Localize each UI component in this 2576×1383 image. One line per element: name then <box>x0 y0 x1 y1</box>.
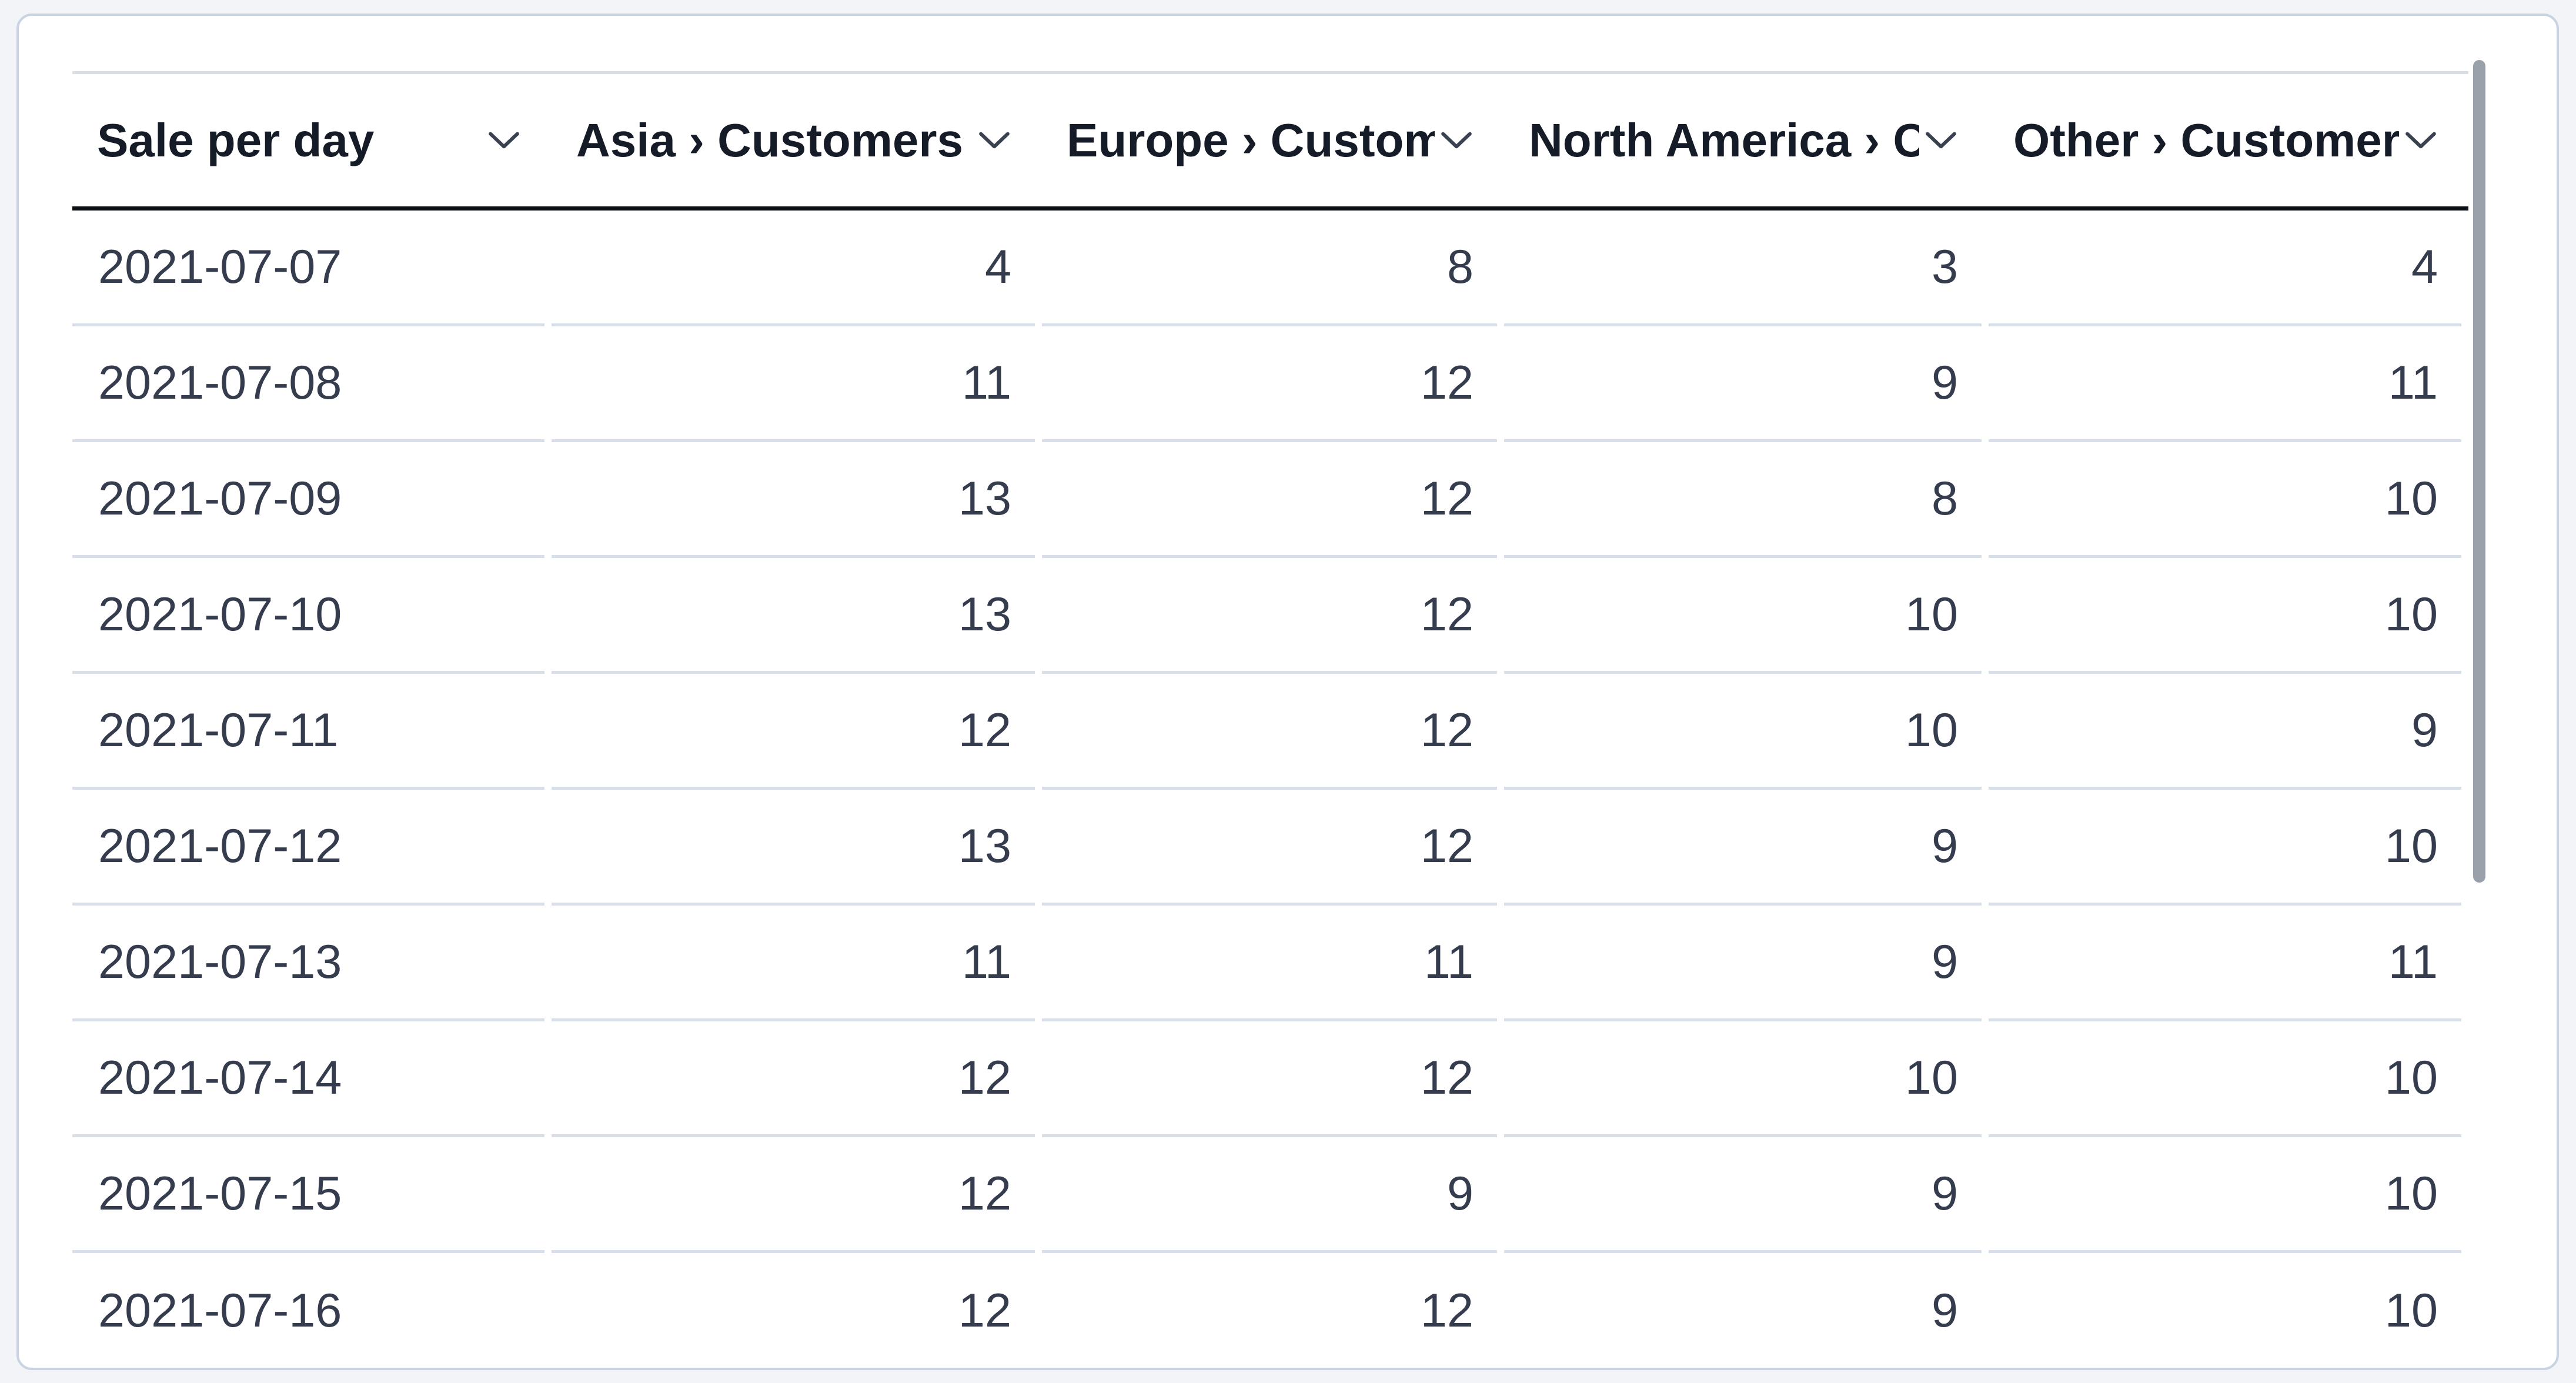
column-header-label: Europe › Customers <box>1067 113 1435 166</box>
table-row: 2021-07-07 4 8 3 4 <box>72 211 2468 326</box>
table-row: 2021-07-13 11 11 9 11 <box>72 906 2468 1021</box>
cell-date: 2021-07-12 <box>72 790 544 906</box>
cell-date: 2021-07-10 <box>72 558 544 674</box>
cell-other-value: 10 <box>1989 790 2461 906</box>
cell-asia-value: 12 <box>958 1284 1011 1337</box>
table-row: 2021-07-14 12 12 10 10 <box>72 1021 2468 1137</box>
table-body: 2021-07-07 4 8 3 4 2021-07-08 11 12 9 11… <box>72 211 2468 1368</box>
cell-north-america-value: 10 <box>1504 674 1982 790</box>
column-header-asia-customers[interactable]: Asia › Customers <box>552 74 1035 206</box>
data-table: Sale per day Asia › Customers Europe › C… <box>72 71 2468 1368</box>
cell-other-value: 4 <box>1989 211 2461 326</box>
chevron-down-icon[interactable] <box>487 131 521 150</box>
cell-asia-value: 11 <box>552 906 1035 1021</box>
cell-date: 2021-07-16 <box>98 1284 342 1337</box>
cell-europe-value: 8 <box>1042 211 1497 326</box>
cell-europe-value: 12 <box>1042 326 1497 442</box>
cell-other-value: 10 <box>2384 1284 2438 1337</box>
cell-date: 2021-07-07 <box>72 211 544 326</box>
cell-asia-value: 12 <box>552 1137 1035 1253</box>
table-row: 2021-07-16 12 12 9 10 <box>72 1253 2468 1368</box>
cell-other-value: 11 <box>1989 906 2461 1021</box>
cell-asia-value: 13 <box>552 790 1035 906</box>
column-header-europe-customers[interactable]: Europe › Customers <box>1042 74 1497 206</box>
table-row: 2021-07-15 12 9 9 10 <box>72 1137 2468 1253</box>
cell-date: 2021-07-15 <box>72 1137 544 1253</box>
cell-europe-value: 11 <box>1042 906 1497 1021</box>
column-header-other-customers[interactable]: Other › Customers <box>1989 74 2461 206</box>
cell-date: 2021-07-13 <box>72 906 544 1021</box>
vertical-scrollbar-thumb[interactable] <box>2473 60 2485 883</box>
column-header-label: Other › Customers <box>2013 113 2399 166</box>
cell-other-value: 10 <box>1989 442 2461 558</box>
table-row: 2021-07-11 12 12 10 9 <box>72 674 2468 790</box>
table-card: Sale per day Asia › Customers Europe › C… <box>16 14 2559 1370</box>
chevron-down-icon[interactable] <box>977 131 1011 150</box>
cell-europe-value: 12 <box>1042 674 1497 790</box>
column-header-label: Asia › Customers <box>576 113 963 166</box>
cell-asia-value: 11 <box>552 326 1035 442</box>
cell-other-value: 10 <box>1989 558 2461 674</box>
table-row: 2021-07-09 13 12 8 10 <box>72 442 2468 558</box>
cell-date: 2021-07-11 <box>72 674 544 790</box>
column-header-sale-per-day[interactable]: Sale per day <box>72 74 544 206</box>
cell-north-america-value: 8 <box>1504 442 1982 558</box>
cell-north-america-value: 3 <box>1504 211 1982 326</box>
cell-north-america-value: 9 <box>1504 1137 1982 1253</box>
cell-other-value: 10 <box>1989 1021 2461 1137</box>
chevron-down-icon[interactable] <box>2404 131 2438 150</box>
cell-asia-value: 12 <box>552 1021 1035 1137</box>
cell-other-value: 10 <box>1989 1137 2461 1253</box>
cell-europe-value: 9 <box>1042 1137 1497 1253</box>
cell-europe-value: 12 <box>1042 558 1497 674</box>
cell-europe-value: 12 <box>1042 442 1497 558</box>
cell-north-america-value: 9 <box>1504 790 1982 906</box>
cell-europe-value: 12 <box>1420 1284 1474 1337</box>
chevron-down-icon[interactable] <box>1439 131 1474 150</box>
cell-europe-value: 12 <box>1042 1021 1497 1137</box>
cell-north-america-value: 10 <box>1504 1021 1982 1137</box>
cell-date: 2021-07-09 <box>72 442 544 558</box>
cell-europe-value: 12 <box>1042 790 1497 906</box>
cell-north-america-value: 10 <box>1504 558 1982 674</box>
cell-other-value: 11 <box>1989 326 2461 442</box>
chevron-down-icon[interactable] <box>1924 131 1958 150</box>
table-header-row: Sale per day Asia › Customers Europe › C… <box>72 71 2468 211</box>
column-header-north-america-customers[interactable]: North America › Customers <box>1504 74 1982 206</box>
column-header-label: Sale per day <box>97 113 375 166</box>
cell-north-america-value: 9 <box>1931 1284 1958 1337</box>
cell-date: 2021-07-08 <box>72 326 544 442</box>
cell-north-america-value: 9 <box>1504 906 1982 1021</box>
cell-asia-value: 13 <box>552 442 1035 558</box>
cell-asia-value: 12 <box>552 674 1035 790</box>
cell-asia-value: 13 <box>552 558 1035 674</box>
cell-date: 2021-07-14 <box>72 1021 544 1137</box>
cell-asia-value: 4 <box>552 211 1035 326</box>
table-row: 2021-07-12 13 12 9 10 <box>72 790 2468 906</box>
cell-other-value: 9 <box>1989 674 2461 790</box>
cell-north-america-value: 9 <box>1504 326 1982 442</box>
table-row: 2021-07-08 11 12 9 11 <box>72 326 2468 442</box>
column-header-label: North America › Customers <box>1529 113 1919 166</box>
table-row: 2021-07-10 13 12 10 10 <box>72 558 2468 674</box>
